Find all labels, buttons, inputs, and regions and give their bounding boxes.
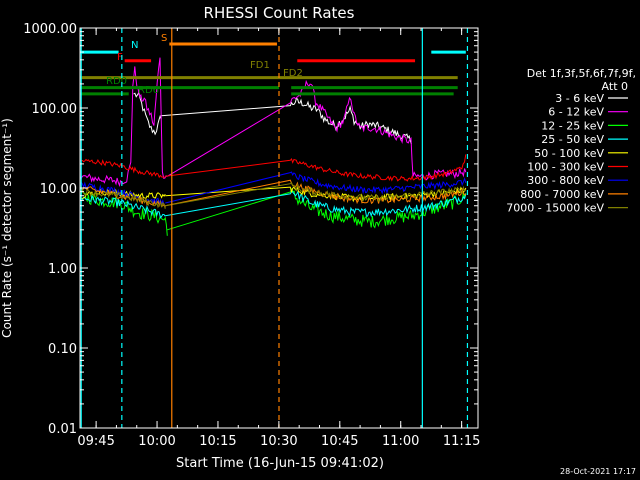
legend-label-800-7000-kev: 800 - 7000 keV [520,188,604,201]
legend-label-12-25-kev: 12 - 25 keV [541,119,604,132]
y-axis: 1000.00 100.00 10.00 1.00 0.10 0.01 [23,22,478,437]
legend-label-100-300-kev: 100 - 300 keV [527,161,604,174]
chart-title: RHESSI Count Rates [204,4,355,22]
state-label-fd2: FD2 [283,68,303,79]
state-label-s: S [161,33,167,44]
x-tick-label: 11:00 [382,434,419,449]
vertical-marker-lines [80,28,469,428]
series-line-800-7000-kev [79,179,467,208]
y-tick-label: 10.00 [40,182,77,197]
y-tick-label: 1.00 [48,262,77,277]
state-label-fd1: FD1 [250,60,270,71]
y-tick-label: 100.00 [32,102,78,117]
state-label-rd6: RD6 [138,85,159,96]
x-axis-label: Start Time (16-Jun-15 09:41:02) [176,456,384,471]
legend-label-7000-15000-kev: 7000 - 15000 keV [506,202,604,215]
legend-label-50-100-kev: 50 - 100 keV [534,147,604,160]
x-tick-label: 11:15 [443,434,480,449]
state-label-rd0: RD0 [106,76,127,87]
legend-label-25-50-kev: 25 - 50 keV [541,133,604,146]
series-line-3-6-kev [133,90,412,144]
y-axis-label: Count Rate (s⁻¹ detector segment⁻¹) [0,118,14,338]
state-label-f: F [117,52,123,63]
y-tick-label: 1000.00 [23,22,77,37]
x-tick-label: 10:30 [260,434,297,449]
series-line-7000-15000-kev [79,181,467,209]
x-tick-label: 10:00 [138,434,175,449]
attenuator-state-bars: N S F FD1 FD2 RD0 RD6 [80,33,466,96]
legend: Det 1f,3f,5f,6f,7f,9f, Att 0 3 - 6 keV6 … [506,67,636,215]
x-tick-label: 10:15 [199,434,236,449]
y-tick-label: 0.01 [48,422,77,437]
legend-header-detectors: Det 1f,3f,5f,6f,7f,9f, [527,67,636,80]
y-tick-label: 0.10 [48,342,77,357]
legend-label-6-12-kev: 6 - 12 keV [548,106,604,119]
x-axis: 09:45 10:00 10:15 10:30 10:45 11:00 11:15 [77,28,480,449]
x-tick-label: 10:45 [321,434,358,449]
date-stamp: 28-Oct-2021 17:17 [560,467,636,476]
legend-label-300-800-kev: 300 - 800 keV [527,174,604,187]
x-tick-label: 09:45 [77,434,114,449]
legend-label-3-6-kev: 3 - 6 keV [555,92,604,105]
legend-header-attenuator: Att 0 [602,80,628,93]
state-label-n: N [131,40,138,51]
